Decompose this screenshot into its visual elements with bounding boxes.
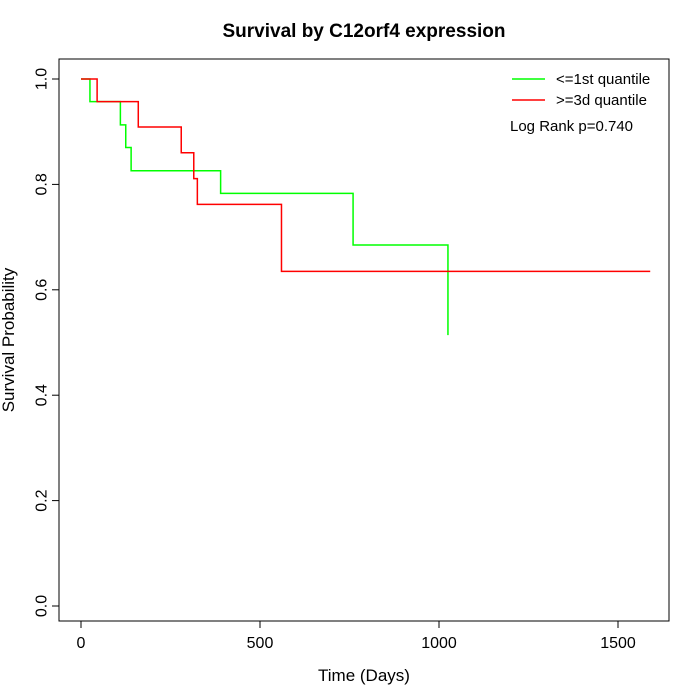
x-axis: 0 500 1000 1500 bbox=[77, 621, 636, 652]
series-layer bbox=[81, 78, 651, 336]
log-rank-annotation: Log Rank p=0.740 bbox=[510, 118, 633, 135]
legend-label-high-quantile: >=3d quantile bbox=[556, 92, 647, 109]
y-tick-label: 0.6 bbox=[34, 279, 51, 301]
x-tick-label: 1500 bbox=[600, 635, 636, 652]
legend: <=1st quantile >=3d quantile bbox=[512, 71, 650, 109]
x-tick-label: 1000 bbox=[421, 635, 457, 652]
y-tick-label: 1.0 bbox=[34, 68, 51, 90]
chart-title: Survival by C12orf4 expression bbox=[222, 21, 505, 42]
x-axis-label: Time (Days) bbox=[318, 666, 410, 685]
x-tick-label: 500 bbox=[247, 635, 274, 652]
plot-frame bbox=[58, 58, 670, 622]
y-tick-label: 0.0 bbox=[34, 595, 51, 617]
y-axis: 0.0 0.2 0.4 0.6 0.8 1.0 bbox=[34, 68, 59, 617]
legend-label-low-quantile: <=1st quantile bbox=[556, 71, 650, 88]
y-tick-label: 0.2 bbox=[34, 489, 51, 511]
survival-curve-low-quantile bbox=[81, 78, 449, 336]
y-tick-label: 0.8 bbox=[34, 173, 51, 195]
x-tick-label: 0 bbox=[77, 635, 86, 652]
y-tick-label: 0.4 bbox=[34, 384, 51, 406]
y-axis-label: Survival Probability bbox=[0, 267, 18, 412]
survival-curve-high-quantile bbox=[81, 78, 651, 273]
